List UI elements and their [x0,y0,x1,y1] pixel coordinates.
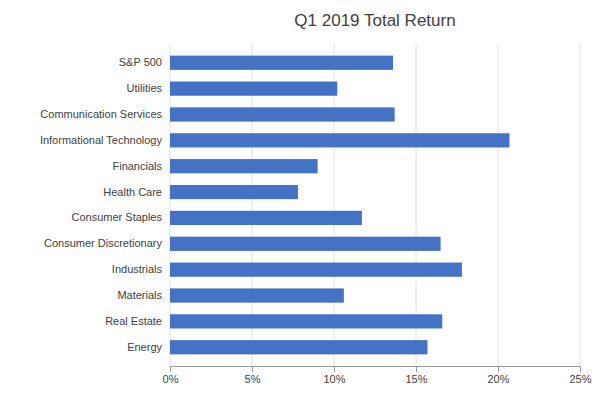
x-tick-label: 15% [405,373,427,385]
x-tick: 25% [569,366,591,385]
x-tick-label: 0% [163,373,179,385]
x-axis: 0% 5% 10% 15% 20% 25% [163,366,592,385]
y-tick: Energy [127,341,162,353]
x-tick-label: 10% [323,373,345,385]
y-tick-label: Health Care [103,186,162,198]
y-tick-label: Informational Technology [40,134,163,146]
bar [170,159,318,173]
x-tick: 15% [405,366,427,385]
bar [170,82,337,96]
chart-container: 0% 5% 10% 15% 20% 25% Energy Real Estate Materia… [0,0,604,400]
x-tick: 10% [323,366,345,385]
y-axis: Energy Real Estate Materials Industrials Con… [40,56,163,352]
y-tick-label: Industrials [112,263,163,275]
x-tick-label: 20% [487,373,509,385]
y-tick: Informational Technology [40,134,163,146]
x-tick: 0% [163,366,179,385]
y-tick: S&P 500 [119,56,162,68]
bar [170,288,344,302]
grid [170,44,580,366]
y-tick-label: S&P 500 [119,56,162,68]
x-tick-mark [580,366,581,372]
grid-line [580,44,581,366]
bar [170,340,427,354]
plot: 0% 5% 10% 15% 20% 25% Energy Real Estate Materia… [40,44,592,385]
y-tick-label: Financials [112,160,162,172]
y-tick: Health Care [103,186,162,198]
bar [170,237,441,251]
y-tick-label: Consumer Staples [72,211,163,223]
x-tick-mark [498,366,499,372]
x-axis-line [171,367,581,373]
y-tick-label: Communication Services [40,108,162,120]
y-tick: Real Estate [105,315,162,327]
bar [170,56,393,70]
y-tick-label: Utilities [127,82,163,94]
chart: 0% 5% 10% 15% 20% 25% Energy Real Estate Materia… [0,0,604,400]
y-tick-label: Energy [127,341,162,353]
bars [170,56,509,355]
bar [170,314,442,328]
x-tick: 20% [487,366,509,385]
title: Q1 2019 Total Return [294,11,455,30]
y-tick-label: Consumer Discretionary [44,237,162,249]
y-tick: Communication Services [40,108,162,120]
y-tick-label: Real Estate [105,315,162,327]
x-tick-mark [334,366,335,372]
y-tick: Financials [112,160,162,172]
y-tick-label: Materials [117,289,162,301]
x-tick: 5% [245,366,261,385]
y-tick: Industrials [112,263,163,275]
grid-line [498,44,499,366]
bar [170,263,462,277]
bar [170,185,298,199]
y-tick: Consumer Discretionary [44,237,162,249]
bar [170,107,395,121]
x-tick-mark [252,366,253,372]
bar [170,211,362,225]
y-tick: Utilities [127,82,163,94]
x-tick-mark [170,366,171,372]
x-tick-mark [416,366,417,372]
y-tick: Materials [117,289,162,301]
bar [170,133,509,147]
x-tick-label: 5% [245,373,261,385]
y-tick: Consumer Staples [72,211,163,223]
x-tick-label: 25% [569,373,591,385]
